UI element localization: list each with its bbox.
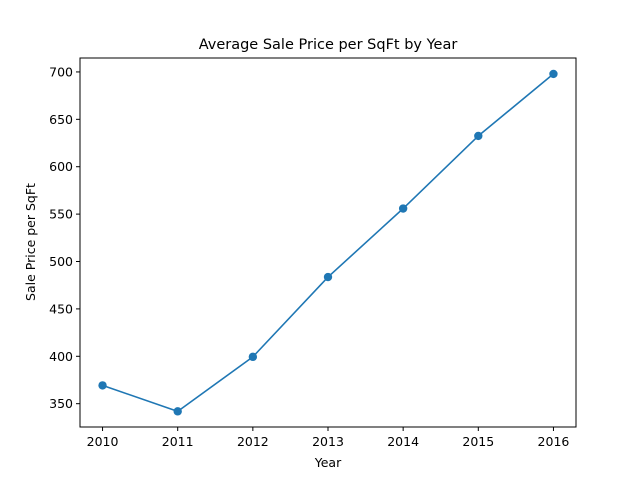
series-layer: [98, 69, 558, 416]
x-tick-label: 2010: [87, 434, 119, 449]
y-axis-ticks: 350 400 450 500 550 600 650 700: [49, 64, 80, 411]
x-tick-label: 2016: [538, 434, 570, 449]
y-tick-label: 650: [49, 112, 73, 127]
y-tick-label: 450: [49, 301, 73, 316]
y-tick-label: 550: [49, 207, 73, 222]
data-point: [323, 272, 333, 282]
y-tick-label: 500: [49, 254, 73, 269]
y-tick-label: 400: [49, 349, 73, 364]
series-line: [102, 73, 554, 413]
x-tick-label: 2012: [237, 434, 269, 449]
data-point: [98, 381, 107, 390]
y-axis-label: Sale Price per SqFt: [23, 183, 38, 301]
x-tick-label: 2011: [162, 434, 194, 449]
y-tick-label: 350: [49, 396, 73, 411]
y-tick-label: 600: [49, 159, 73, 174]
y-tick-label: 700: [49, 64, 73, 79]
data-point: [549, 69, 558, 79]
data-point: [248, 352, 258, 362]
plot-area-frame: [79, 57, 577, 428]
x-axis-ticks: 2010 2011 2012 2013 2014 2015 2016: [87, 427, 570, 449]
x-axis-label: Year: [314, 455, 342, 470]
data-point: [398, 204, 408, 213]
x-tick-label: 2014: [387, 434, 419, 449]
data-point: [474, 131, 483, 141]
data-point: [173, 407, 182, 416]
x-tick-label: 2013: [312, 434, 344, 449]
chart-title: Average Sale Price per SqFt by Year: [199, 37, 458, 53]
x-tick-label: 2015: [462, 434, 494, 449]
